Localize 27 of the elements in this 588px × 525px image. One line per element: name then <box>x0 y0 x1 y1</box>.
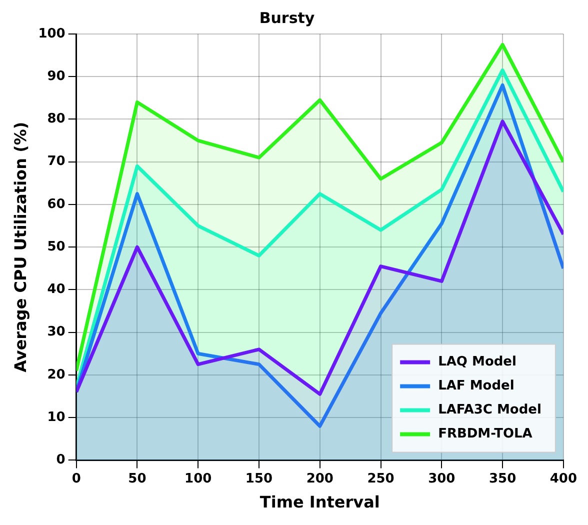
x-tick-label: 350 <box>488 471 516 486</box>
x-tick-label: 300 <box>428 471 456 486</box>
x-tick-label: 50 <box>128 471 146 486</box>
x-tick-label: 400 <box>550 471 577 486</box>
legend-label: LAQ Model <box>438 354 516 370</box>
y-tick-label: 20 <box>47 367 66 382</box>
y-tick-label: 50 <box>47 239 66 254</box>
x-tick-label: 250 <box>367 471 394 486</box>
y-tick-label: 40 <box>47 282 66 298</box>
y-tick-label: 10 <box>47 410 66 425</box>
legend-label: LAF Model <box>438 378 514 394</box>
chart-title: Bursty <box>259 8 315 27</box>
x-tick-label: 150 <box>245 471 273 486</box>
y-tick-label: 70 <box>47 154 66 170</box>
x-tick-label: 200 <box>306 471 334 486</box>
x-tick-label: 100 <box>184 471 212 486</box>
y-tick-label: 60 <box>47 196 66 212</box>
y-tick-label: 0 <box>56 452 66 468</box>
y-tick-label: 30 <box>47 324 66 340</box>
y-axis-title: Average CPU Utilization (%) <box>10 122 30 372</box>
x-axis-title: Time Interval <box>260 492 380 512</box>
x-tick-label: 0 <box>72 471 81 486</box>
legend-label: LAFA3C Model <box>438 402 542 418</box>
y-tick-label: 80 <box>47 112 66 127</box>
y-tick-label: 100 <box>38 26 66 42</box>
legend-label: FRBDM-TOLA <box>438 426 532 442</box>
y-tick-label: 90 <box>47 68 66 84</box>
